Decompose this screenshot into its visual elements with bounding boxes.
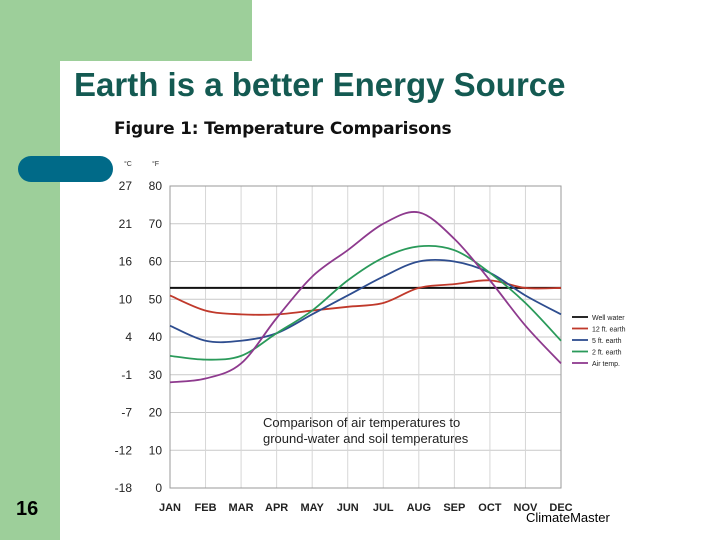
x-tick-label: MAR — [229, 502, 254, 514]
x-tick-label: DEC — [549, 502, 572, 514]
legend-label-well-water: Well water — [592, 315, 625, 322]
y-tick-label-c: 16 — [119, 255, 133, 269]
y-tick-label-c: 4 — [125, 330, 132, 344]
y-tick-label-f: 10 — [149, 443, 163, 457]
accent-bar — [18, 156, 113, 182]
top-green-band — [60, 0, 252, 61]
y-tick-label-f: 20 — [149, 406, 163, 420]
y-tick-label-c: 27 — [119, 179, 133, 193]
y-tick-label-f: 30 — [149, 368, 163, 382]
y-tick-label-f: 80 — [149, 179, 163, 193]
source-credit: ClimateMaster — [526, 510, 610, 525]
y-tick-label-c: 21 — [119, 217, 133, 231]
x-tick-label: NOV — [514, 502, 539, 514]
y-unit-c: °C — [124, 160, 132, 168]
y-tick-label-c: -12 — [115, 443, 133, 457]
y-tick-label-f: 40 — [149, 330, 163, 344]
y-tick-label-f: 60 — [149, 255, 163, 269]
y-tick-label-f: 50 — [149, 292, 163, 306]
x-tick-label: AUG — [407, 502, 431, 514]
x-tick-label: JUN — [337, 502, 359, 514]
legend-label-12-ft-earth: 12 ft. earth — [592, 327, 626, 334]
x-tick-label: JAN — [159, 502, 181, 514]
y-tick-label-c: -1 — [121, 368, 132, 382]
slide-number: 16 — [16, 498, 39, 520]
legend-label-5-ft-earth: 5 ft. earth — [592, 338, 622, 345]
series-line-2-ft-earth — [169, 244, 562, 361]
x-tick-label: FEB — [195, 502, 217, 514]
x-tick-label: APR — [265, 502, 288, 514]
series-line-5-ft-earth — [169, 258, 562, 344]
y-tick-label-f: 0 — [155, 481, 162, 495]
slide-title: Earth is a better Energy Source — [74, 66, 566, 103]
y-unit-f: °F — [152, 160, 159, 168]
x-tick-label: OCT — [478, 502, 502, 514]
series-line-air-temp — [169, 211, 562, 384]
y-tick-label-c: -7 — [121, 406, 132, 420]
left-green-band — [0, 0, 60, 540]
legend-label-2-ft-earth: 2 ft. earth — [592, 350, 622, 357]
x-tick-label: JUL — [373, 502, 394, 514]
x-tick-label: SEP — [443, 502, 465, 514]
legend-label-air-temp: Air temp. — [592, 361, 620, 368]
temperature-chart: °C °F -18 0 -12 10 -7 20 -1 30 4 40 10 50 16 60 21 70 27 80… — [115, 160, 626, 514]
plot-frame — [169, 185, 562, 489]
y-tick-label-c: 10 — [119, 292, 133, 306]
figure-title: Figure 1: Temperature Comparisons — [114, 119, 452, 139]
series-line-12-ft-earth — [169, 279, 562, 316]
chart-annotation: ground-water and soil temperatures — [263, 431, 469, 446]
chart-annotation: Comparison of air temperatures to — [263, 415, 460, 430]
y-tick-label-c: -18 — [115, 481, 133, 495]
y-tick-label-f: 70 — [149, 217, 163, 231]
x-tick-label: MAY — [300, 502, 324, 514]
